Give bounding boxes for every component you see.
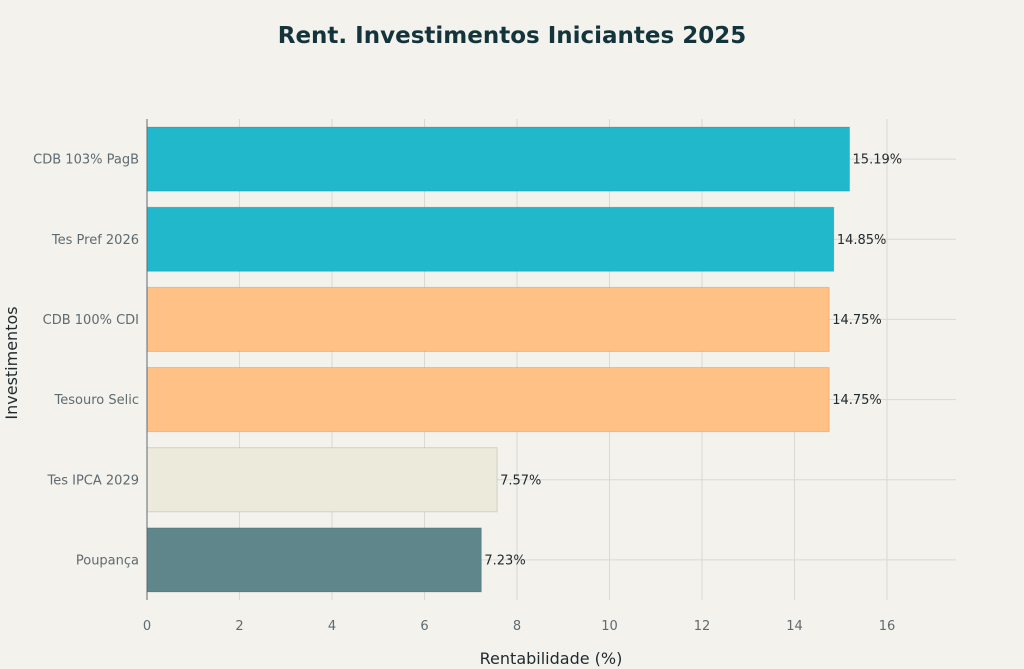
bar [146, 447, 498, 513]
x-tick-label: 16 [879, 619, 896, 634]
x-tick-label: 6 [420, 619, 428, 634]
bar [146, 126, 851, 192]
bar [146, 527, 482, 593]
y-category-label: CDB 100% CDI [43, 313, 139, 328]
x-tick-label: 8 [513, 619, 521, 634]
bar-value-label: 14.85% [837, 233, 887, 248]
x-axis-title: Rentabilidade (%) [480, 649, 623, 668]
x-tick-label: 2 [235, 619, 243, 634]
bar [146, 367, 830, 433]
x-tick-label: 4 [328, 619, 336, 634]
bar-value-label: 14.75% [832, 393, 882, 408]
bar-value-label: 15.19% [853, 153, 903, 168]
bar-value-label: 14.75% [832, 313, 882, 328]
y-category-label: Tes Pref 2026 [51, 233, 139, 248]
x-tick-label: 0 [143, 619, 151, 634]
bar-value-label: 7.23% [484, 553, 525, 568]
y-axis-title: Investimentos [2, 306, 21, 419]
x-tick-label: 10 [601, 619, 618, 634]
chart-title: Rent. Investimentos Iniciantes 2025 [278, 23, 746, 49]
y-category-label: Tesouro Selic [54, 393, 139, 408]
labels-layer: 0 2 4 6 8 10 12 14 16 CDB 103% PagB 15.19% Tes Pref… [33, 153, 902, 634]
y-category-label: CDB 103% PagB [33, 153, 139, 168]
x-tick-label: 12 [694, 619, 711, 634]
x-tick-label: 14 [786, 619, 803, 634]
bar [146, 206, 835, 272]
y-category-label: Poupança [76, 553, 139, 568]
bars-layer [146, 126, 851, 593]
bar-value-label: 7.57% [500, 473, 541, 488]
bar [146, 286, 830, 352]
y-category-label: Tes IPCA 2029 [47, 473, 140, 488]
